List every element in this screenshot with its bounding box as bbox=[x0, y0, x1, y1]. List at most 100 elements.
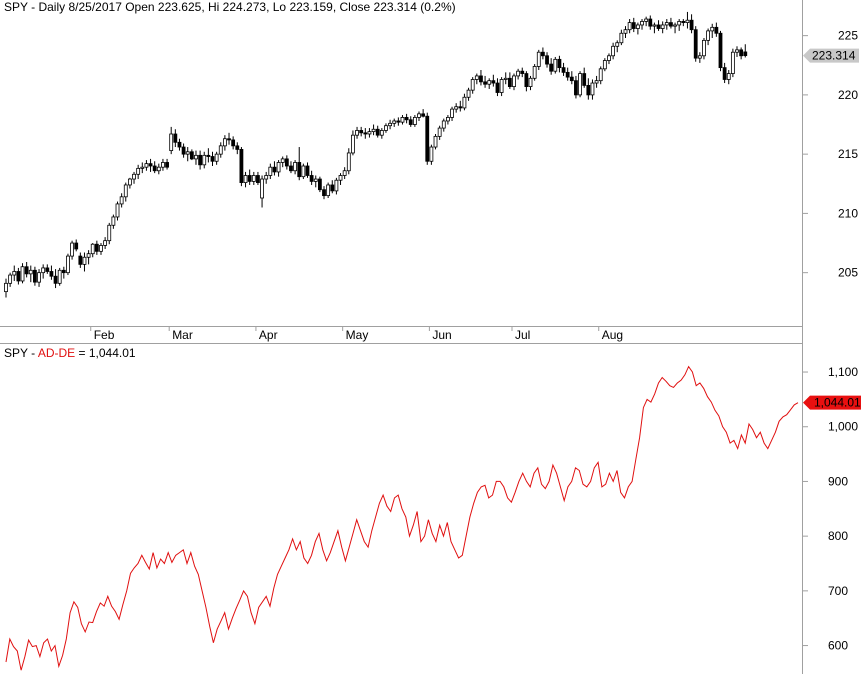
candle bbox=[512, 73, 516, 91]
candle-body-up bbox=[673, 24, 677, 27]
candle bbox=[239, 147, 244, 187]
price-pane: 205 210 215 220 225 Feb Mar Apr May Jun Jul Aug SP… bbox=[0, 0, 859, 342]
candle bbox=[466, 87, 471, 101]
candle bbox=[218, 142, 223, 158]
candle bbox=[623, 26, 628, 38]
candle bbox=[156, 163, 161, 175]
candle-body-up bbox=[487, 80, 492, 85]
candle-body-up bbox=[433, 135, 438, 148]
candle-body-up bbox=[37, 272, 41, 283]
candle-body-down bbox=[231, 139, 236, 147]
candle-body-down bbox=[479, 75, 483, 83]
candle bbox=[487, 78, 492, 89]
candle bbox=[57, 267, 62, 286]
candle bbox=[313, 175, 318, 188]
candle bbox=[545, 52, 549, 68]
candle-body-down bbox=[239, 149, 244, 183]
candle-body-up bbox=[499, 79, 504, 93]
candle bbox=[735, 46, 739, 57]
candle bbox=[392, 118, 397, 127]
candle-body-up bbox=[140, 166, 145, 169]
price-y-tick-label: 220 bbox=[838, 88, 858, 102]
candle-body-up bbox=[280, 158, 285, 163]
candle bbox=[53, 269, 58, 289]
candle-body-up bbox=[730, 51, 735, 74]
candle bbox=[256, 171, 260, 185]
candle bbox=[421, 109, 426, 118]
candle bbox=[355, 126, 359, 139]
candle bbox=[375, 125, 380, 138]
candle bbox=[111, 214, 116, 229]
month-x-axis: Feb Mar Apr May Jun Jul Aug bbox=[0, 326, 802, 342]
candle-body-down bbox=[425, 115, 430, 162]
candle-body-up bbox=[536, 51, 541, 67]
candle-body-down bbox=[227, 138, 231, 141]
candle-body-up bbox=[388, 122, 392, 127]
candle bbox=[326, 182, 331, 198]
candle-body-up bbox=[503, 77, 508, 80]
candle-body-up bbox=[578, 73, 582, 96]
candle-body-down bbox=[549, 63, 554, 72]
candle bbox=[536, 49, 541, 70]
candle bbox=[669, 17, 673, 29]
candle-body-down bbox=[557, 58, 562, 69]
candle-body-up bbox=[123, 184, 128, 198]
candle-body-up bbox=[276, 162, 281, 173]
candle bbox=[404, 113, 409, 124]
candle-body-up bbox=[371, 128, 376, 133]
candle-body-up bbox=[103, 240, 108, 246]
candle bbox=[602, 58, 607, 72]
candle bbox=[433, 134, 438, 150]
candle-body-down bbox=[495, 82, 500, 93]
candle-body-down bbox=[330, 184, 335, 192]
candle-body-up bbox=[132, 173, 136, 180]
month-tick-label: Apr bbox=[259, 328, 278, 342]
candle-body-down bbox=[53, 275, 58, 284]
candle-body-down bbox=[49, 271, 54, 277]
candle-body-up bbox=[326, 184, 331, 197]
candle-body-up bbox=[635, 24, 640, 29]
candle bbox=[148, 158, 153, 172]
candle bbox=[20, 263, 25, 284]
candle-body-up bbox=[243, 175, 248, 183]
candle-body-up bbox=[127, 178, 132, 186]
candle bbox=[140, 162, 145, 174]
candle-body-up bbox=[367, 131, 372, 135]
candle-body-down bbox=[289, 165, 293, 172]
candle-body-up bbox=[342, 170, 347, 176]
candle bbox=[441, 118, 446, 132]
candle-body-down bbox=[165, 162, 169, 168]
candle-body-down bbox=[317, 178, 322, 191]
candle-body-down bbox=[458, 106, 463, 109]
candle bbox=[90, 243, 95, 258]
candle bbox=[458, 100, 463, 112]
candle bbox=[743, 44, 748, 58]
candle bbox=[586, 78, 591, 100]
candle bbox=[231, 136, 236, 150]
candle bbox=[189, 149, 194, 161]
candle bbox=[499, 77, 504, 97]
candle-body-up bbox=[346, 152, 351, 172]
candle bbox=[615, 40, 620, 53]
candle-body-up bbox=[268, 166, 273, 176]
candle bbox=[115, 201, 120, 221]
candle-body-up bbox=[384, 125, 388, 131]
candle-body-up bbox=[417, 113, 421, 118]
candle bbox=[181, 143, 186, 158]
candle bbox=[714, 22, 719, 37]
candle bbox=[322, 186, 326, 200]
candle-body-down bbox=[375, 128, 380, 136]
candle-body-up bbox=[598, 68, 603, 82]
candle-body-down bbox=[284, 158, 289, 167]
candle bbox=[549, 58, 554, 75]
candle bbox=[243, 171, 248, 188]
candle-body-down bbox=[177, 141, 182, 148]
candle-body-down bbox=[198, 154, 203, 166]
candle bbox=[227, 132, 231, 145]
candle bbox=[569, 71, 574, 85]
candle-body-up bbox=[8, 274, 13, 284]
candle-body-down bbox=[545, 55, 549, 65]
indicator-y-tick-label: 1,000 bbox=[828, 420, 858, 434]
indicator-y-axis: 600 700 800 900 1,000 1,100 bbox=[802, 365, 858, 653]
